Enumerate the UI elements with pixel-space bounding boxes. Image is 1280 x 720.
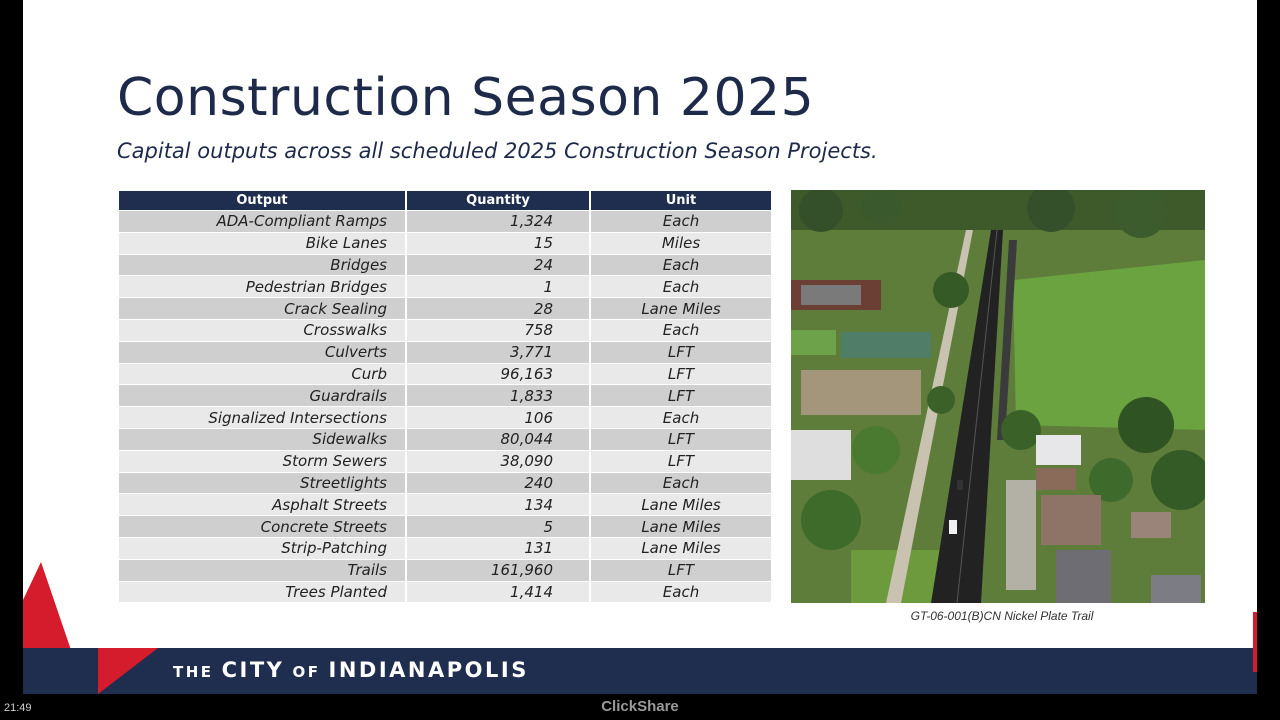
slide-subtitle: Capital outputs across all scheduled 202…	[117, 139, 878, 163]
cell-unit: Each	[591, 211, 771, 232]
cell-output: Sidewalks	[119, 428, 405, 450]
cell-output: Streetlights	[119, 472, 405, 494]
header-quantity: Quantity	[407, 191, 589, 210]
footer-bar	[23, 648, 1257, 694]
cell-unit: LFT	[591, 450, 771, 472]
cell-unit: Each	[591, 581, 771, 603]
cell-output: Bridges	[119, 254, 405, 276]
cell-output: ADA-Compliant Ramps	[119, 211, 405, 232]
clock-readout: 21:49	[4, 702, 32, 714]
cell-quantity: 1,324	[407, 211, 589, 232]
wordmark-of: OF	[292, 663, 321, 681]
table-row: Signalized Intersections 106 Each	[119, 407, 771, 428]
cell-unit: LFT	[591, 428, 771, 450]
cell-unit: Each	[591, 276, 771, 298]
wordmark-the: THE	[173, 663, 214, 681]
cell-unit: Lane Miles	[591, 494, 771, 516]
cell-output: Pedestrian Bridges	[119, 276, 405, 298]
table-row: Sidewalks 80,044 LFT	[119, 428, 771, 450]
cell-output: Signalized Intersections	[119, 407, 405, 428]
cell-output: Concrete Streets	[119, 516, 405, 537]
clickshare-bar	[0, 694, 1280, 720]
cell-output: Culverts	[119, 341, 405, 363]
table-row: Storm Sewers 38,090 LFT	[119, 450, 771, 472]
cell-unit: Each	[591, 472, 771, 494]
cell-output: Crosswalks	[119, 319, 405, 341]
cell-unit: Lane Miles	[591, 298, 771, 319]
cell-unit: LFT	[591, 363, 771, 385]
table-row: Concrete Streets 5 Lane Miles	[119, 516, 771, 537]
cell-unit: Each	[591, 254, 771, 276]
table-row: Bridges 24 Each	[119, 254, 771, 276]
cell-output: Strip-Patching	[119, 537, 405, 559]
table-row: Guardrails 1,833 LFT	[119, 385, 771, 407]
cell-output: Guardrails	[119, 385, 405, 407]
cell-unit: Each	[591, 319, 771, 341]
cell-output: Asphalt Streets	[119, 494, 405, 516]
photo-caption: GT-06-001(B)CN Nickel Plate Trail	[910, 609, 1094, 623]
cell-quantity: 161,960	[407, 559, 589, 581]
city-wordmark: THE CITY OF INDIANAPOLIS	[173, 658, 529, 682]
cell-output: Crack Sealing	[119, 298, 405, 319]
cell-quantity: 15	[407, 232, 589, 254]
cell-output: Storm Sewers	[119, 450, 405, 472]
cell-unit: Each	[591, 407, 771, 428]
table-row: Streetlights 240 Each	[119, 472, 771, 494]
presentation-slide: Construction Season 2025 Capital outputs…	[23, 0, 1257, 694]
table-body: ADA-Compliant Ramps 1,324 Each Bike Lanes 15…	[119, 211, 771, 603]
cell-quantity: 134	[407, 494, 589, 516]
table-row: Trails 161,960 LFT	[119, 559, 771, 581]
table-row: Pedestrian Bridges 1 Each	[119, 276, 771, 298]
cell-unit: Lane Miles	[591, 537, 771, 559]
cell-quantity: 758	[407, 319, 589, 341]
cell-quantity: 96,163	[407, 363, 589, 385]
clickshare-label: ClickShare	[601, 698, 679, 715]
table-row: Crosswalks 758 Each	[119, 319, 771, 341]
footer-red-wedge	[98, 648, 158, 694]
table-row: Curb 96,163 LFT	[119, 363, 771, 385]
aerial-photo-nickel-plate-trail	[791, 190, 1205, 603]
cell-quantity: 38,090	[407, 450, 589, 472]
wordmark-city: CITY	[221, 658, 285, 682]
cell-quantity: 131	[407, 537, 589, 559]
cell-quantity: 3,771	[407, 341, 589, 363]
table-row: Bike Lanes 15 Miles	[119, 232, 771, 254]
cell-quantity: 5	[407, 516, 589, 537]
table-row: Crack Sealing 28 Lane Miles	[119, 298, 771, 319]
red-edge-marker	[1253, 612, 1257, 672]
cell-quantity: 1,414	[407, 581, 589, 603]
cell-unit: LFT	[591, 559, 771, 581]
cell-unit: LFT	[591, 341, 771, 363]
table-row: ADA-Compliant Ramps 1,324 Each	[119, 211, 771, 232]
cell-unit: LFT	[591, 385, 771, 407]
cell-quantity: 1,833	[407, 385, 589, 407]
cell-output: Trails	[119, 559, 405, 581]
table-row: Culverts 3,771 LFT	[119, 341, 771, 363]
cell-quantity: 24	[407, 254, 589, 276]
slide-title: Construction Season 2025	[117, 68, 815, 128]
cell-quantity: 106	[407, 407, 589, 428]
outputs-table: Output Quantity Unit ADA-Compliant Ramps…	[117, 190, 773, 603]
cell-output: Bike Lanes	[119, 232, 405, 254]
cell-quantity: 28	[407, 298, 589, 319]
table-row: Strip-Patching 131 Lane Miles	[119, 537, 771, 559]
cell-unit: Miles	[591, 232, 771, 254]
cell-output: Trees Planted	[119, 581, 405, 603]
header-output: Output	[119, 191, 405, 210]
cell-output: Curb	[119, 363, 405, 385]
cell-quantity: 240	[407, 472, 589, 494]
table-header-row: Output Quantity Unit	[119, 191, 771, 210]
table-row: Asphalt Streets 134 Lane Miles	[119, 494, 771, 516]
cell-quantity: 1	[407, 276, 589, 298]
wordmark-indianapolis: INDIANAPOLIS	[328, 658, 529, 682]
cell-quantity: 80,044	[407, 428, 589, 450]
header-unit: Unit	[591, 191, 771, 210]
cell-unit: Lane Miles	[591, 516, 771, 537]
table-row: Trees Planted 1,414 Each	[119, 581, 771, 603]
